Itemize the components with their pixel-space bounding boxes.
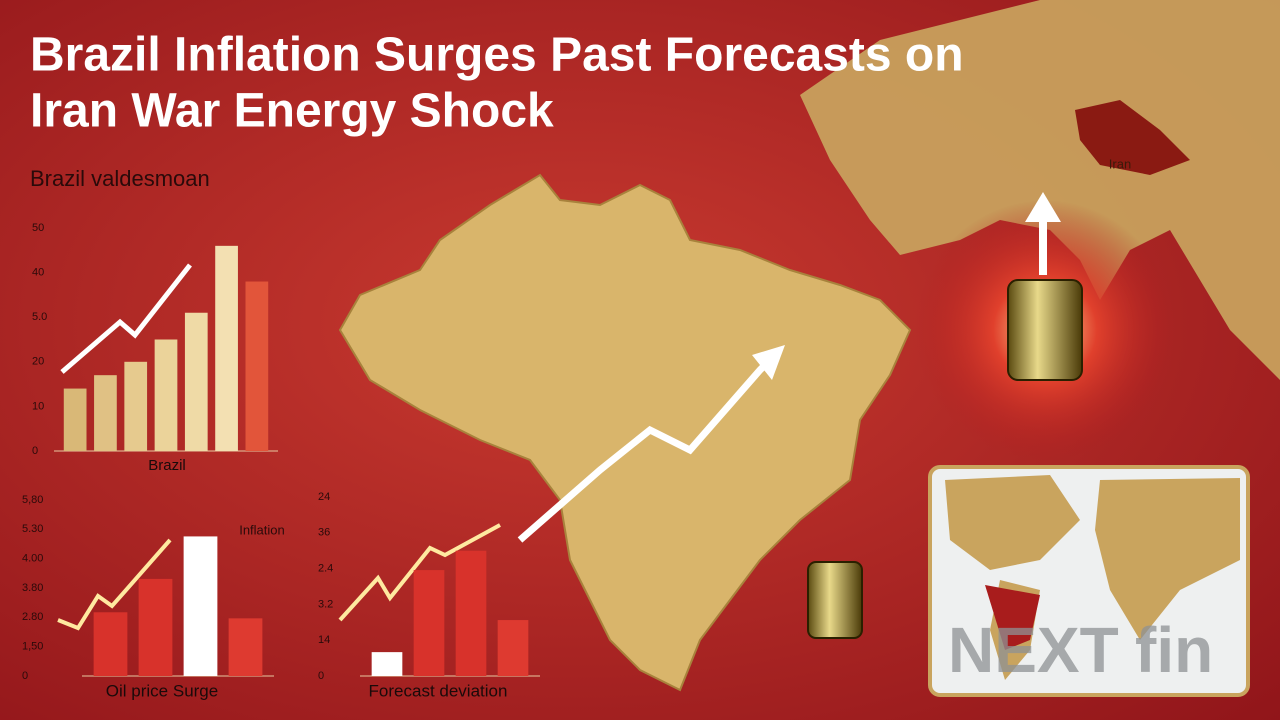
- bar: [124, 361, 148, 451]
- y-tick-label: 2.80: [22, 611, 43, 623]
- chart-subtitle: Brazil valdesmoan: [30, 166, 210, 191]
- bar: [215, 245, 238, 451]
- y-tick-label: 0: [32, 445, 38, 457]
- y-tick-label: 1,50: [22, 641, 43, 653]
- x-axis-label: Oil price Surge: [106, 681, 218, 700]
- trend-arrow: [60, 263, 192, 374]
- y-tick-label: 5,80: [22, 494, 43, 506]
- y-tick-label: 20: [32, 356, 44, 368]
- y-tick-label: 24: [318, 491, 330, 503]
- bar: [184, 312, 208, 451]
- brazil-highlight: [985, 585, 1040, 650]
- y-tick-label: 4.00: [22, 553, 43, 565]
- y-tick-label: 0: [22, 670, 28, 682]
- bar: [228, 618, 263, 676]
- y-tick-label: 50: [32, 222, 44, 234]
- bar: [371, 652, 403, 676]
- annotation: Inflation: [239, 522, 285, 537]
- brazil-map: [338, 173, 912, 692]
- y-tick-label: 40: [32, 267, 44, 279]
- bar: [455, 550, 487, 676]
- world-map: [800, 0, 1280, 380]
- watermark: fin: [1135, 614, 1213, 686]
- title-line: Iran War Energy Shock: [30, 85, 554, 138]
- watermark: NEXT: [948, 614, 1119, 686]
- bar: [413, 570, 445, 676]
- y-tick-label: 5.30: [22, 523, 43, 535]
- title-line: Brazil Inflation Surges Past Forecasts o…: [30, 29, 964, 82]
- arrow-head: [1025, 192, 1061, 222]
- bar: [93, 612, 128, 676]
- y-tick-label: 3.2: [318, 598, 333, 610]
- trend-arrow: [57, 538, 172, 631]
- x-axis-label: Forecast deviation: [369, 681, 508, 700]
- bar: [94, 375, 117, 451]
- y-tick-label: 36: [318, 527, 330, 539]
- y-tick-label: 3.80: [22, 582, 43, 594]
- oil-barrel: [807, 561, 863, 639]
- y-tick-label: 10: [32, 400, 44, 412]
- bar: [497, 620, 529, 676]
- bar: [154, 339, 178, 451]
- y-tick-label: 5.0: [32, 311, 47, 323]
- bar: [183, 536, 218, 676]
- iran-region: [1075, 100, 1190, 175]
- bar: [138, 578, 173, 676]
- oil-barrel: [1007, 279, 1083, 381]
- y-tick-label: 2.4: [318, 563, 333, 575]
- arrow-head: [752, 345, 785, 380]
- trend-arrow: [338, 523, 501, 622]
- bar: [63, 388, 87, 451]
- bar: [245, 281, 269, 451]
- y-tick-label: 14: [318, 634, 330, 646]
- map-label: Iran: [1109, 156, 1131, 171]
- x-axis-label: Brazil: [148, 457, 186, 474]
- y-tick-label: 0: [318, 670, 324, 682]
